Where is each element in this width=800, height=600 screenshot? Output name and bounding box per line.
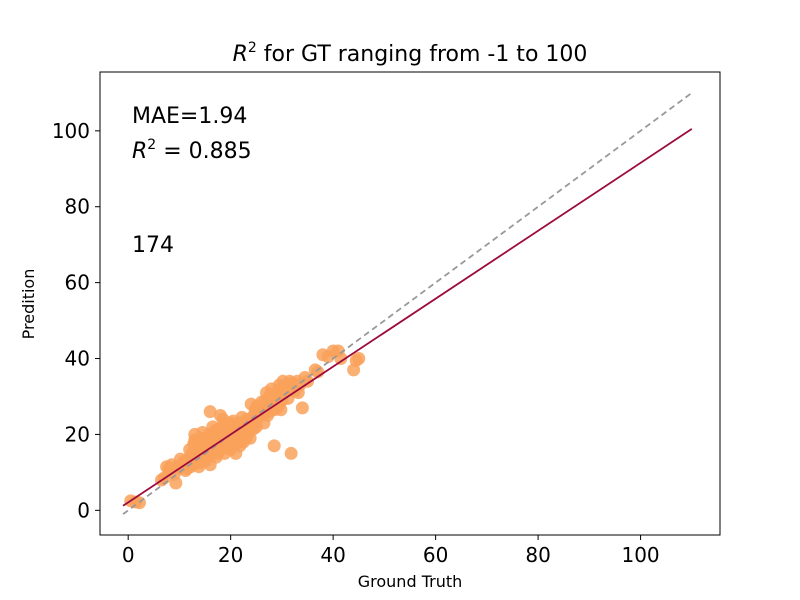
- ticks-layer: 0 20 40 60 80 100 0 20 40 60 80 100: [52, 119, 660, 567]
- data-point-166: [218, 424, 232, 438]
- data-point-104: [352, 352, 366, 366]
- chart-title: R2 for GT ranging from -1 to 100: [233, 40, 588, 67]
- data-point-101: [334, 352, 348, 366]
- x-axis-label: Ground Truth: [358, 572, 463, 591]
- data-point-151: [301, 374, 315, 388]
- data-point-8: [169, 476, 183, 490]
- data-point-95: [295, 401, 309, 415]
- identity-line: [122, 92, 693, 515]
- r2-annotation: R2 = 0.885: [132, 137, 252, 164]
- plot-frame: [99, 71, 721, 536]
- x-tick-label-0: 0: [122, 543, 135, 567]
- fit-line: [122, 128, 693, 507]
- data-point-170: [272, 378, 286, 392]
- data-point-153: [321, 350, 335, 364]
- x-tick-label-100: 100: [621, 543, 659, 567]
- count-annotation: 174: [132, 233, 174, 258]
- x-tick-label-60: 60: [423, 543, 448, 567]
- y-axis-label: Predition: [19, 269, 38, 340]
- data-point-163: [173, 452, 187, 466]
- data-point-161: [248, 403, 262, 417]
- x-tick-label-80: 80: [525, 543, 550, 567]
- data-point-32: [203, 405, 217, 419]
- data-point-142: [211, 446, 225, 460]
- data-point-148: [270, 401, 284, 415]
- y-tick-label-100: 100: [52, 119, 90, 143]
- x-tick-label-20: 20: [218, 543, 243, 567]
- data-point-79: [267, 439, 281, 453]
- y-tick-label-60: 60: [65, 271, 90, 295]
- data-point-144: [231, 435, 245, 449]
- plot-layer: [122, 92, 693, 515]
- y-tick-label-80: 80: [65, 195, 90, 219]
- data-point-168: [247, 422, 261, 436]
- data-point-169: [264, 388, 278, 402]
- data-point-138: [162, 462, 176, 476]
- x-tick-label-40: 40: [320, 543, 345, 567]
- data-point-171: [291, 386, 305, 400]
- data-point-90: [284, 446, 298, 460]
- y-tick-label-40: 40: [65, 347, 90, 371]
- y-tick-label-20: 20: [65, 422, 90, 446]
- mae-annotation: MAE=1.94: [132, 104, 247, 129]
- y-tick-label-0: 0: [77, 498, 90, 522]
- data-point-173: [207, 436, 221, 450]
